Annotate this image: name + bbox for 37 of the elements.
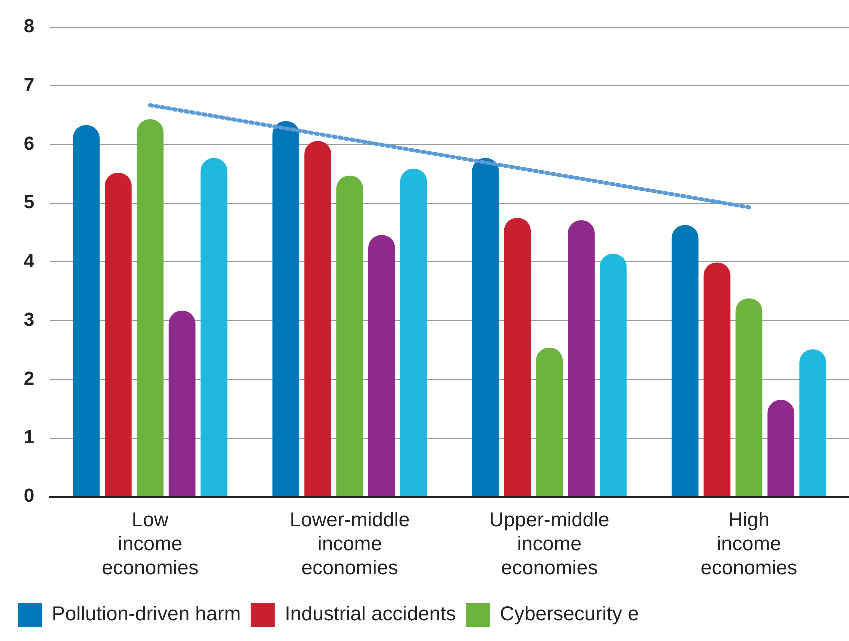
legend-label: Industrial accidents [284,604,456,626]
y-tick-label: 0 [24,486,35,508]
x-tick-label: Lower-middle income economies [290,510,410,580]
bar [504,218,532,496]
line-series [148,103,752,210]
y-tick-label: 7 [24,75,35,96]
bar [368,235,396,496]
bar [704,262,731,496]
legend-label: Pollution-driven harm [52,604,241,626]
y-tick-label: 2 [24,368,35,390]
bar [736,298,763,496]
bar [73,125,100,496]
bar [400,168,428,496]
bar [200,158,228,496]
y-tick-label: 1 [24,428,35,449]
bar [336,176,364,496]
bar [768,400,795,496]
x-tick-label: High income economies [700,510,798,580]
y-tick-label: 8 [24,16,35,38]
y-tick-label: 6 [24,134,35,156]
bar [568,220,595,496]
x-tick-label: Upper-middle income economies [490,510,610,580]
bar [272,121,300,496]
x-tick-label: Low income economies [102,510,199,580]
bar [304,141,332,496]
bar [105,172,132,496]
bar [136,120,164,496]
bar [536,348,563,496]
bar [168,310,196,496]
y-tick-label: 5 [24,192,35,214]
bar [472,158,500,496]
bar [600,254,627,496]
y-tick-label: 3 [24,310,35,332]
legend-label: Cybersecurity e [500,604,640,626]
y-tick-label: 4 [24,251,35,272]
bar [672,225,699,496]
bar [800,350,826,496]
